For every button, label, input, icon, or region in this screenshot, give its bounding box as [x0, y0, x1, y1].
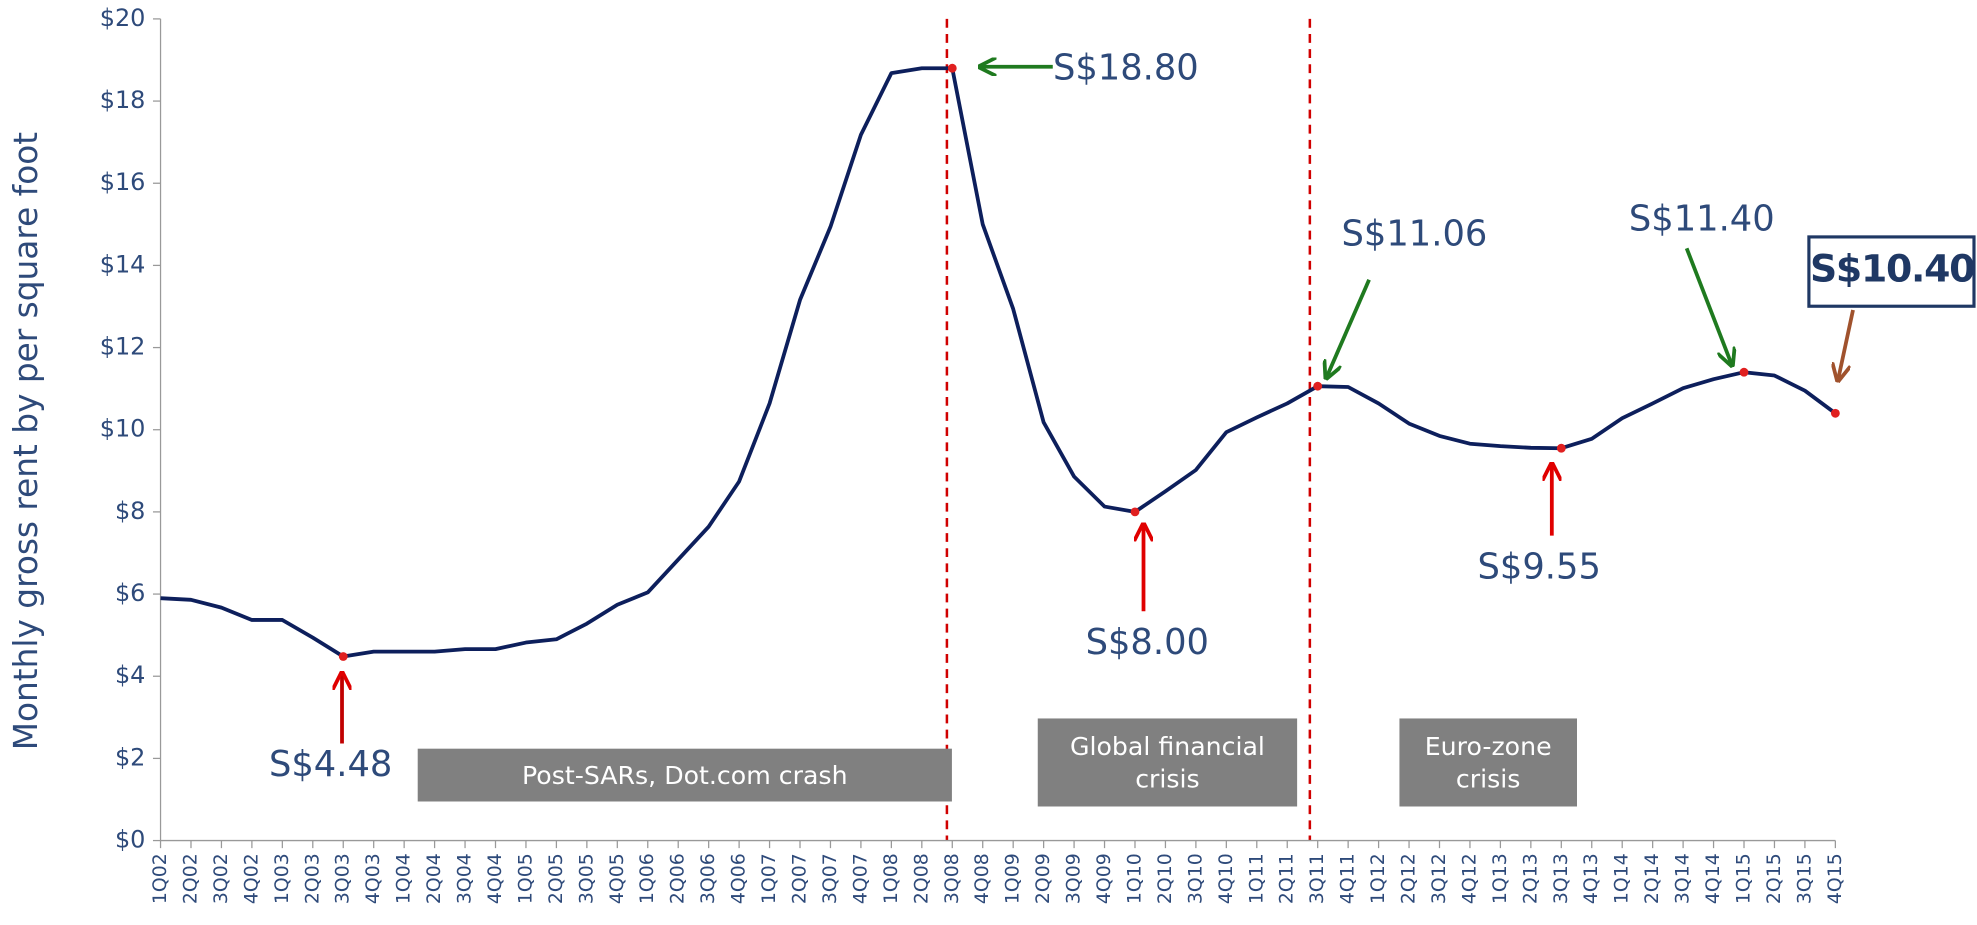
x-tick-label: 1Q15 — [1733, 853, 1755, 904]
x-tick-label: 3Q09 — [1063, 853, 1085, 904]
x-tick-label: 2Q11 — [1276, 853, 1298, 904]
annotation-arrow — [1838, 309, 1855, 381]
annotation: S$9.55 — [1478, 546, 1601, 587]
y-tick-label: $0 — [115, 826, 145, 854]
y-tick-label: $6 — [115, 579, 145, 607]
highlight-point — [1739, 367, 1749, 377]
x-tick-label: 2Q13 — [1519, 853, 1541, 904]
y-tick-label: $4 — [115, 661, 145, 689]
region-label: Euro-zone crisis — [1399, 718, 1578, 807]
x-tick-label: 3Q11 — [1306, 853, 1328, 904]
highlight-point — [1130, 507, 1140, 517]
x-tick-label: 4Q13 — [1580, 853, 1602, 904]
y-axis-title: Monthly gross rent by per square foot — [7, 132, 45, 751]
highlight-point — [338, 652, 348, 661]
x-tick-label: 3Q12 — [1428, 853, 1450, 904]
x-tick-label: 3Q10 — [1184, 853, 1206, 904]
x-tick-label: 1Q09 — [1002, 853, 1024, 904]
region-label: Global financial crisis — [1037, 718, 1298, 807]
annotation: S$11.40 — [1629, 199, 1775, 240]
x-tick-label: 4Q08 — [971, 853, 993, 904]
x-tick-label: 2Q02 — [179, 853, 201, 904]
annotation: S$11.06 — [1342, 214, 1488, 255]
y-tick-label: $18 — [100, 86, 146, 114]
x-tick-label: 4Q06 — [728, 853, 750, 904]
x-tick-label: 4Q14 — [1702, 853, 1724, 904]
x-tick-label: 4Q03 — [362, 853, 384, 904]
x-tick-label: 1Q03 — [271, 853, 293, 904]
x-tick-label: 1Q06 — [636, 853, 658, 904]
x-tick-label: 3Q06 — [697, 853, 719, 904]
x-tick-label: 2Q10 — [1154, 853, 1176, 904]
x-tick-label: 2Q07 — [789, 853, 811, 904]
x-tick-label: 4Q11 — [1337, 853, 1359, 904]
region-box: Global financial crisis — [1037, 718, 1298, 807]
annotation: S$8.00 — [1086, 622, 1209, 663]
annotation-box — [1807, 235, 1976, 308]
y-tick-label: $2 — [115, 743, 145, 771]
x-tick-label: 4Q10 — [1215, 853, 1237, 904]
x-tick-label: 2Q03 — [301, 853, 323, 904]
highlight-point — [1556, 443, 1566, 453]
x-tick-label: 3Q04 — [454, 853, 476, 904]
x-tick-label: 1Q05 — [514, 853, 536, 904]
x-tick-label: 4Q15 — [1824, 853, 1846, 904]
region-label: Post-SARs, Dot.com crash — [417, 748, 952, 802]
x-tick-label: 4Q07 — [849, 853, 871, 904]
y-tick-label: $20 — [100, 4, 146, 32]
x-tick-label: 2Q09 — [1032, 853, 1054, 904]
x-tick-label: 2Q08 — [910, 853, 932, 904]
x-tick-label: 2Q15 — [1763, 853, 1785, 904]
y-tick-label: $10 — [100, 415, 146, 443]
x-tick-label: 1Q07 — [758, 853, 780, 904]
x-tick-label: 2Q12 — [1398, 853, 1420, 904]
y-tick-label: $8 — [115, 497, 145, 525]
x-tick-label: 1Q14 — [1611, 853, 1633, 904]
x-tick-label: 3Q05 — [575, 853, 597, 904]
y-tick-label: $16 — [100, 168, 146, 196]
x-tick-label: 4Q05 — [606, 853, 628, 904]
annotation: S$10.40 — [1810, 246, 1974, 290]
x-tick-label: 4Q09 — [1093, 853, 1115, 904]
highlight-point — [947, 63, 957, 73]
highlight-point — [1830, 408, 1840, 418]
x-tick-label: 3Q07 — [819, 853, 841, 904]
x-tick-label: 3Q02 — [210, 853, 232, 904]
highlight-point — [1313, 381, 1323, 391]
x-tick-label: 1Q11 — [1245, 853, 1267, 904]
x-tick-label: 4Q12 — [1458, 853, 1480, 904]
y-tick-label: $12 — [100, 333, 146, 361]
x-tick-label: 1Q02 — [149, 853, 171, 904]
series-line — [160, 66, 1837, 659]
x-tick-label: 4Q02 — [240, 853, 262, 904]
x-tick-label: 3Q03 — [332, 853, 354, 904]
x-tick-label: 2Q06 — [667, 853, 689, 904]
x-tick-label: 2Q04 — [423, 853, 445, 904]
annotation: S$4.48 — [269, 744, 392, 785]
x-tick-label: 4Q04 — [484, 853, 506, 904]
region-box: Post-SARs, Dot.com crash — [417, 748, 952, 802]
x-tick-label: 1Q04 — [393, 853, 415, 904]
region-box: Euro-zone crisis — [1399, 718, 1578, 807]
x-tick-label: 2Q05 — [545, 853, 567, 904]
x-tick-label: 2Q14 — [1641, 853, 1663, 904]
x-tick-label: 1Q13 — [1489, 853, 1511, 904]
x-tick-label: 3Q08 — [941, 853, 963, 904]
annotation: S$18.80 — [1053, 47, 1199, 88]
annotation-arrow — [1326, 279, 1371, 378]
x-tick-label: 3Q13 — [1550, 853, 1572, 904]
x-tick-label: 1Q12 — [1367, 853, 1389, 904]
x-tick-label: 1Q08 — [880, 853, 902, 904]
x-tick-label: 3Q14 — [1672, 853, 1694, 904]
annotation-arrow — [1684, 247, 1732, 365]
y-tick-label: $14 — [100, 250, 146, 278]
x-tick-label: 1Q10 — [1123, 853, 1145, 904]
x-tick-label: 3Q15 — [1793, 853, 1815, 904]
